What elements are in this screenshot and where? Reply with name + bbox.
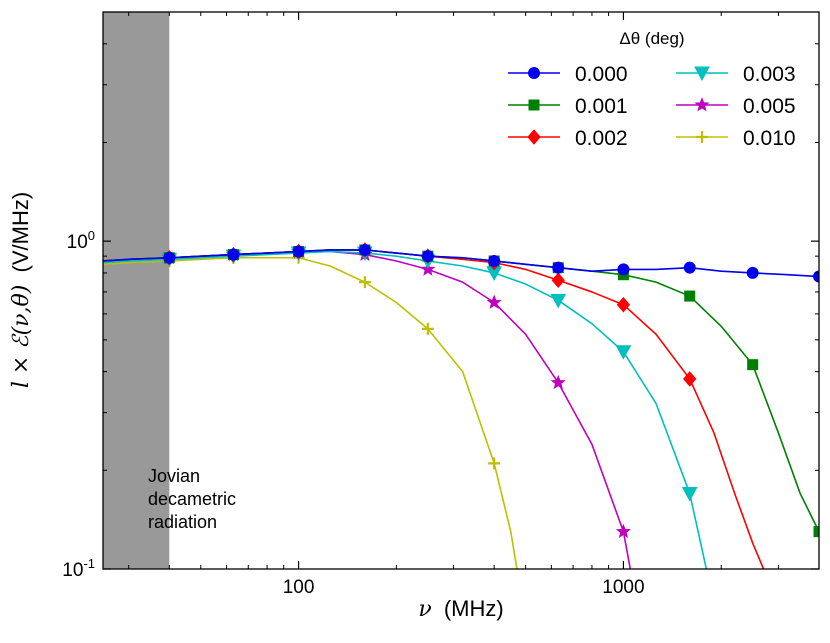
data-point	[551, 272, 565, 288]
data-point	[421, 322, 434, 335]
axis-ticks: 100 1000 10-1 100	[62, 12, 819, 598]
legend-entry-0.010: 0.010	[676, 127, 796, 150]
data-point	[550, 293, 567, 309]
data-point	[683, 261, 696, 274]
data-point	[616, 296, 631, 313]
x-tick-label: 1000	[602, 577, 644, 598]
jovian-shaded-region	[103, 12, 170, 569]
series-line	[103, 256, 518, 569]
shaded-region-annotation: Jovian decametric radiation	[148, 466, 236, 532]
annotation-line-2: decametric	[148, 489, 236, 509]
y-tick-label: 100	[67, 228, 95, 253]
legend-marker	[696, 131, 708, 143]
x-axis-label: ν (MHz)	[418, 596, 503, 622]
data-point	[358, 276, 371, 289]
y-axis-label: l × ℰ(ν,θ) (V/MHz)	[8, 192, 34, 388]
y-tick-label: 10-1	[62, 556, 95, 581]
legend-label: 0.005	[743, 95, 796, 118]
x-tick-label: 100	[283, 577, 315, 598]
data-point	[292, 245, 305, 258]
plot-frame	[102, 11, 820, 570]
legend-title: Δθ (deg)	[619, 29, 684, 48]
x-axis-unit: (MHz)	[444, 596, 504, 621]
data-point	[552, 261, 565, 274]
data-point	[747, 359, 759, 371]
legend-label: 0.003	[743, 63, 796, 86]
legend-label: 0.001	[575, 95, 628, 118]
annotation-line-3: radiation	[148, 512, 217, 532]
data-point	[163, 251, 176, 264]
legend-entry-0.002: 0.002	[508, 127, 628, 150]
data-point	[488, 254, 501, 267]
data-point	[617, 263, 630, 276]
legend-label: 0.002	[575, 127, 628, 150]
legend: Δθ (deg) 0.000 0.001 0.002 0.003 0.005 0.010	[508, 29, 796, 150]
data-point	[421, 250, 434, 263]
legend-entry-0.005: 0.005	[676, 95, 796, 118]
data-point	[813, 270, 819, 283]
data-point	[746, 266, 759, 279]
legend-label: 0.000	[575, 63, 628, 86]
data-point	[358, 243, 371, 256]
y-axis-unit: (V/MHz)	[8, 192, 33, 273]
legend-marker	[528, 99, 540, 111]
data-point	[488, 457, 501, 470]
legend-marker	[527, 129, 541, 145]
data-point	[681, 486, 698, 502]
legend-marker	[528, 67, 540, 79]
series-layer	[103, 242, 819, 569]
legend-entry-0.003: 0.003	[676, 63, 796, 86]
y-axis-symbol: l × ℰ(ν,θ)	[9, 285, 34, 389]
data-point	[486, 294, 502, 309]
data-point	[615, 345, 632, 360]
legend-label: 0.010	[743, 127, 796, 150]
data-point	[683, 371, 697, 387]
data-point	[615, 523, 631, 539]
data-point	[813, 526, 819, 538]
legend-marker	[694, 97, 710, 112]
x-axis-symbol: ν	[418, 597, 431, 622]
legend-entry-0.000: 0.000	[508, 63, 628, 86]
data-point	[227, 248, 240, 261]
legend-entry-0.001: 0.001	[508, 95, 628, 118]
data-point	[550, 374, 566, 390]
series-0.000	[103, 243, 819, 283]
data-point	[684, 290, 696, 302]
annotation-line-1: Jovian	[148, 466, 200, 486]
series-line	[103, 249, 819, 278]
legend-marker	[694, 66, 710, 82]
